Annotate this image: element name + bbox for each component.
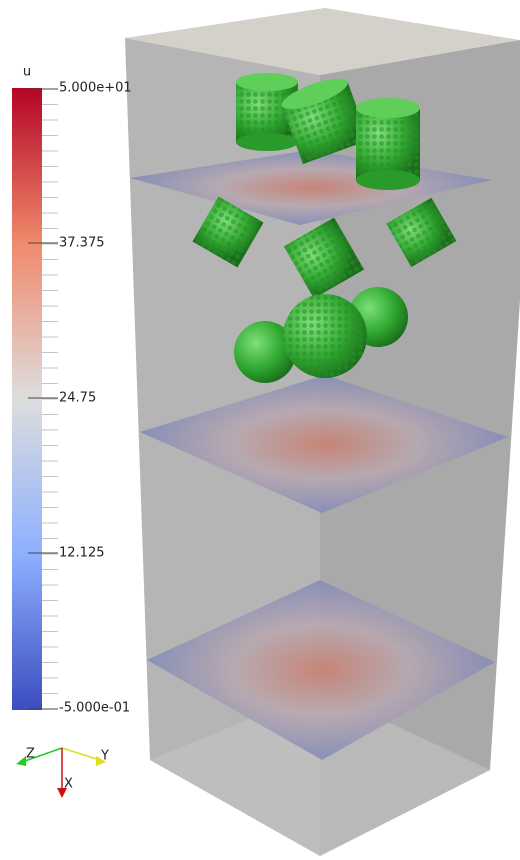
- axis-label: X: [64, 777, 73, 792]
- axis-label: Y: [100, 749, 109, 764]
- tick-label: 24.75: [59, 391, 96, 406]
- tick-label: 37.375: [59, 236, 105, 251]
- axes-triad: Z Y X: [16, 747, 109, 799]
- tick-label: -5.000e-01: [59, 701, 130, 716]
- tick-label: 12.125: [59, 546, 105, 561]
- tick-label: 5.000e+01: [59, 81, 132, 96]
- minor-ticks: [42, 105, 58, 694]
- legend-title: u: [23, 65, 31, 80]
- cylinder: [356, 98, 420, 190]
- color-bar: [12, 88, 42, 710]
- color-legend: u 5.000e+01 37.375 24.75 12.125 -5.000e-…: [12, 65, 132, 716]
- render-view: u 5.000e+01 37.375 24.75 12.125 -5.000e-…: [0, 0, 520, 856]
- sphere-texture: [283, 294, 367, 378]
- axis-label: Z: [26, 747, 35, 762]
